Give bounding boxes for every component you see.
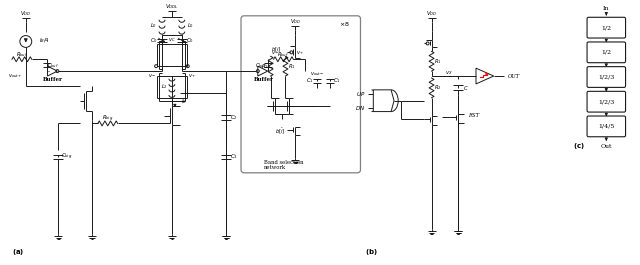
Text: 1/2: 1/2: [601, 50, 611, 55]
Text: 1/2/3: 1/2/3: [598, 74, 614, 80]
Text: $L_0$: $L_0$: [150, 21, 157, 30]
Text: $C_3$: $C_3$: [230, 153, 238, 161]
Text: $R_{buf}$: $R_{buf}$: [277, 50, 289, 59]
Text: OUT: OUT: [508, 73, 520, 78]
Text: $v_+$: $v_+$: [188, 72, 196, 80]
Text: $I_B/4$: $I_B/4$: [38, 36, 50, 45]
Text: $L_0$: $L_0$: [187, 21, 194, 30]
Text: Out: Out: [600, 144, 612, 149]
Text: $\bf{(a)}$: $\bf{(a)}$: [12, 247, 24, 257]
Text: $\bf{(c)}$: $\bf{(c)}$: [573, 141, 584, 151]
Text: $\times 8$: $\times 8$: [339, 20, 349, 28]
Text: $C_{buf}$: $C_{buf}$: [255, 61, 267, 70]
Text: $L_2$: $L_2$: [161, 82, 168, 91]
Text: $R_{buf}$: $R_{buf}$: [16, 50, 28, 59]
Text: $v_-$: $v_-$: [148, 73, 156, 79]
Text: $R_1$: $R_1$: [434, 57, 442, 66]
Text: $V_{DD}$: $V_{DD}$: [20, 9, 31, 18]
Text: $V_{DD}$: $V_{DD}$: [290, 17, 301, 26]
Text: $C$: $C$: [463, 84, 469, 92]
Text: Band selection: Band selection: [264, 160, 303, 165]
Text: In: In: [603, 6, 609, 11]
Text: $R_2$: $R_2$: [434, 83, 442, 92]
Text: $v_X$: $v_X$: [445, 69, 453, 77]
Text: $C_{buf}$: $C_{buf}$: [47, 61, 60, 70]
Text: $b[i]$: $b[i]$: [271, 45, 282, 54]
Text: $v_+$: $v_+$: [296, 49, 305, 57]
Text: $C_{big}$: $C_{big}$: [61, 152, 72, 162]
Text: $C_1$: $C_1$: [333, 77, 340, 85]
Text: $V_{DDL}$: $V_{DDL}$: [165, 2, 179, 11]
Text: $UP$: $UP$: [356, 90, 365, 98]
Text: $DN$: $DN$: [355, 104, 365, 112]
Text: $C_1$: $C_1$: [307, 77, 314, 85]
Polygon shape: [373, 90, 394, 112]
Text: Buffer: Buffer: [253, 77, 274, 82]
Text: $C_2$: $C_2$: [230, 113, 238, 122]
Text: $R_1$: $R_1$: [287, 62, 295, 70]
Text: $C_0$: $C_0$: [186, 36, 193, 45]
Text: $b[\bar{i}]$: $b[\bar{i}]$: [275, 127, 285, 136]
Text: $v_{out-}$: $v_{out-}$: [310, 70, 324, 78]
Text: 1/4/5: 1/4/5: [598, 124, 614, 129]
Text: 1/2/3: 1/2/3: [598, 99, 614, 104]
Text: $v_{out+}$: $v_{out+}$: [8, 72, 22, 80]
Text: $I_B$: $I_B$: [180, 97, 187, 106]
Text: $v_C$: $v_C$: [168, 37, 176, 45]
Text: $v_-$: $v_-$: [271, 50, 280, 56]
Text: 1/2: 1/2: [601, 25, 611, 30]
Text: $R_1$: $R_1$: [261, 62, 269, 70]
Text: network: network: [264, 165, 286, 170]
Text: Buffer: Buffer: [42, 77, 63, 82]
Text: $C_0$: $C_0$: [150, 36, 158, 45]
Text: $V_{DD}$: $V_{DD}$: [426, 9, 437, 18]
Text: RST: RST: [468, 113, 479, 118]
Text: $R_{big}$: $R_{big}$: [102, 113, 113, 123]
Text: $\bf{(b)}$: $\bf{(b)}$: [365, 247, 378, 257]
